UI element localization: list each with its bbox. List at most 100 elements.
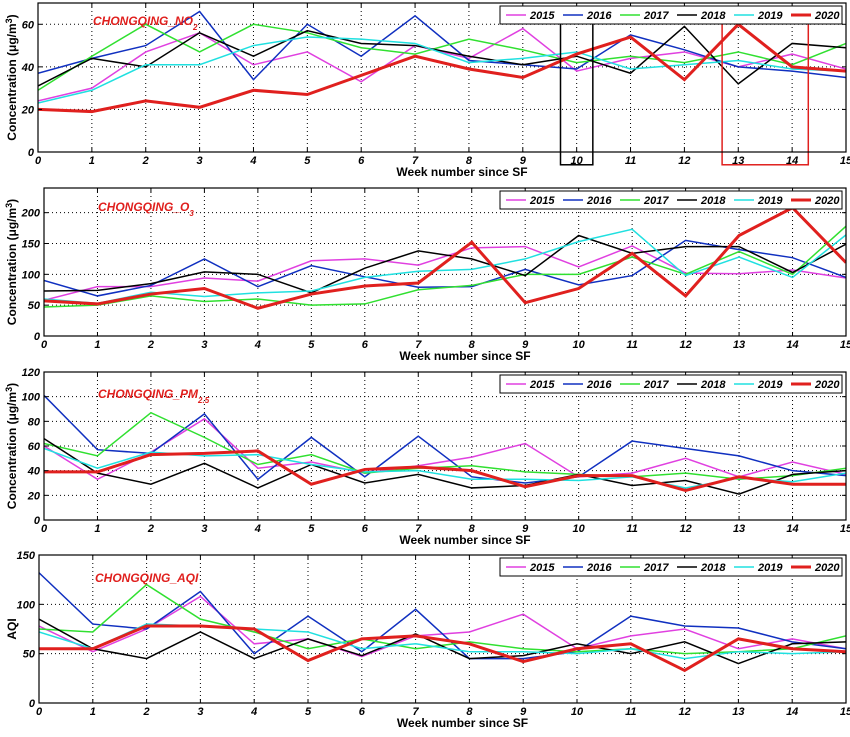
x-tick-label: 11 <box>625 706 636 718</box>
x-tick-label: 11 <box>625 155 636 167</box>
series-line-2017 <box>44 225 846 308</box>
x-tick-label: 11 <box>626 523 637 535</box>
y-tick-label: 100 <box>22 392 41 404</box>
legend-label-2016: 2016 <box>586 379 612 391</box>
panel-o3: 0123456789101112131415050100150200Week n… <box>4 187 850 363</box>
x-tick-label: 0 <box>35 155 42 167</box>
legend-label-2015: 2015 <box>529 10 555 22</box>
x-tick-label: 12 <box>678 706 690 718</box>
axes-frame <box>38 554 847 704</box>
x-tick-label: 15 <box>840 155 850 167</box>
x-tick-label: 12 <box>679 523 691 535</box>
y-tick-label: 40 <box>27 466 41 478</box>
y-tick-label: 80 <box>28 416 41 428</box>
legend-box <box>499 557 843 577</box>
x-tick-label: 6 <box>362 339 369 351</box>
series-line-2020 <box>38 22 846 114</box>
legend-label-2020: 2020 <box>814 10 840 22</box>
x-tick-label: 4 <box>254 339 261 351</box>
series-line-2016 <box>38 10 846 81</box>
x-tick-label: 7 <box>413 706 420 718</box>
series-line-2019 <box>38 36 846 104</box>
series-group <box>44 394 846 495</box>
series-group <box>38 10 846 114</box>
legend-label-2017: 2017 <box>643 10 669 22</box>
panel-pm25: 0123456789101112131415020406080100120Wee… <box>4 367 850 547</box>
x-tick-label: 2 <box>147 339 154 351</box>
x-tick-label: 3 <box>197 155 203 167</box>
x-tick-label: 14 <box>786 523 798 535</box>
x-tick-label: 10 <box>571 155 584 167</box>
panel-title: CHONGQING_AQI <box>95 571 199 585</box>
x-tick-label: 1 <box>94 523 100 535</box>
y-tick-label: 50 <box>23 649 36 661</box>
series-line-2015 <box>44 417 846 481</box>
x-tick-label: 14 <box>786 706 798 718</box>
series-line-2020 <box>39 624 846 673</box>
series-line-2020 <box>44 449 846 492</box>
y-tick-label: 60 <box>22 19 35 31</box>
plot-area <box>39 555 846 703</box>
legend-label-2020: 2020 <box>814 195 840 207</box>
legend-label-2019: 2019 <box>757 379 783 391</box>
x-tick-label: 15 <box>840 706 850 718</box>
series-line-2018 <box>44 437 846 495</box>
x-tick-label: 3 <box>201 339 207 351</box>
y-tick-label: 20 <box>27 490 41 502</box>
legend-label-2015: 2015 <box>529 379 555 391</box>
x-axis-label: Week number since SF <box>399 533 530 547</box>
legend-label-2018: 2018 <box>700 562 726 574</box>
legend-label-2015: 2015 <box>529 562 555 574</box>
x-tick-label: 9 <box>522 523 529 535</box>
panel-title: CHONGQING_PM2.5 <box>98 387 210 405</box>
x-tick-label: 9 <box>522 339 529 351</box>
x-tick-label: 4 <box>249 155 256 167</box>
x-tick-label: 5 <box>308 339 315 351</box>
y-tick-label: 200 <box>21 208 41 220</box>
series-line-2015 <box>44 245 846 301</box>
y-tick-label: 100 <box>22 269 41 281</box>
series-line-2015 <box>38 27 846 102</box>
x-tick-label: 13 <box>732 155 744 167</box>
x-tick-label: 5 <box>304 155 311 167</box>
x-tick-label: 3 <box>197 706 203 718</box>
legend-label-2018: 2018 <box>700 10 726 22</box>
legend-label-2016: 2016 <box>586 562 612 574</box>
y-tick-label: 20 <box>21 104 35 116</box>
series-line-2017 <box>38 23 846 91</box>
x-axis-label: Week number since SF <box>396 165 527 179</box>
x-tick-label: 13 <box>733 339 745 351</box>
x-tick-label: 2 <box>147 523 154 535</box>
x-tick-label: 6 <box>358 155 365 167</box>
legend-label-2019: 2019 <box>757 562 783 574</box>
x-tick-label: 7 <box>415 523 422 535</box>
legend-label-2017: 2017 <box>643 195 669 207</box>
x-tick-label: 15 <box>840 523 850 535</box>
x-tick-label: 10 <box>571 706 584 718</box>
x-tick-label: 0 <box>36 706 43 718</box>
x-tick-label: 14 <box>786 155 798 167</box>
x-tick-label: 10 <box>573 339 586 351</box>
x-tick-label: 5 <box>305 706 312 718</box>
legend-label-2017: 2017 <box>643 379 669 391</box>
x-tick-label: 4 <box>250 706 257 718</box>
legend-label-2019: 2019 <box>757 195 783 207</box>
x-tick-label: 12 <box>678 155 690 167</box>
y-tick-label: 150 <box>22 239 41 251</box>
y-tick-label: 150 <box>17 550 36 562</box>
axes-frame <box>43 187 847 337</box>
legend-label-2020: 2020 <box>814 562 840 574</box>
y-axis-label: Concentration (μg/m3) <box>4 14 19 140</box>
y-tick-label: 0 <box>29 698 36 710</box>
series-line-2017 <box>44 411 846 481</box>
y-tick-label: 60 <box>28 441 41 453</box>
y-tick-label: 120 <box>22 367 41 379</box>
y-tick-label: 0 <box>28 147 35 159</box>
legend-box <box>499 5 843 25</box>
x-tick-label: 6 <box>362 523 369 535</box>
x-tick-label: 0 <box>41 523 48 535</box>
x-axis-label: Week number since SF <box>397 716 528 730</box>
panel-title: CHONGQING_NO2 <box>93 14 198 32</box>
